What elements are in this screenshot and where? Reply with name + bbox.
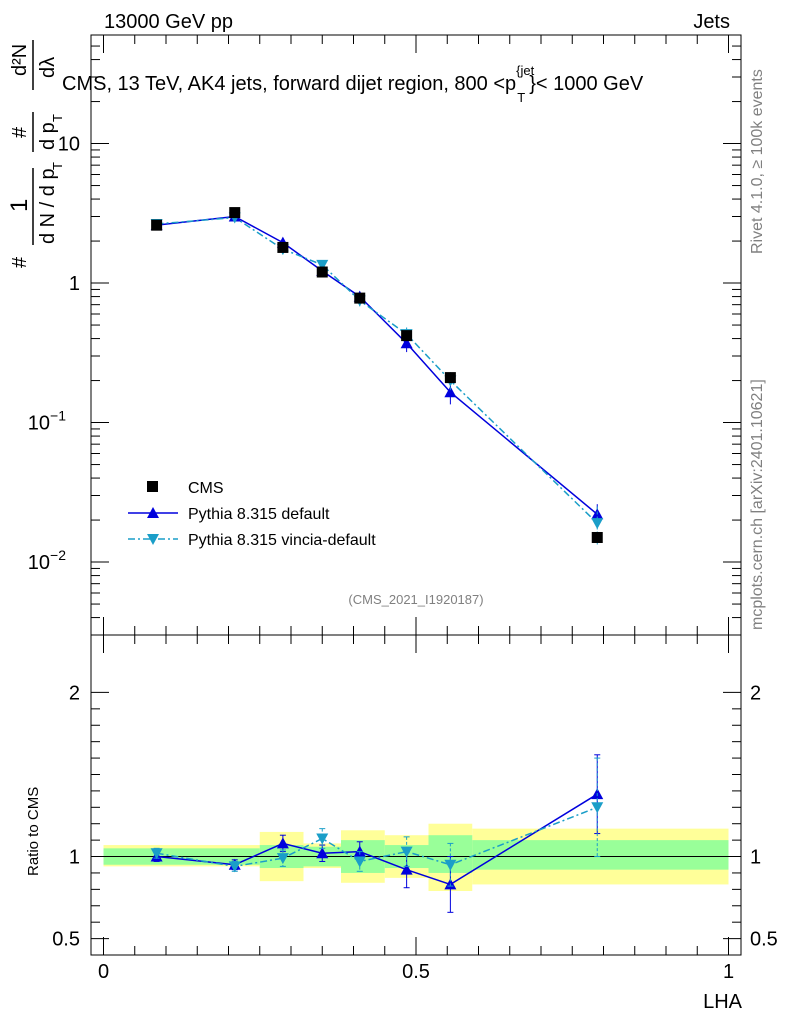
- ylabel-dlambda: dλ: [37, 57, 59, 78]
- plot-title-sub: T: [517, 90, 525, 105]
- vincia-series-line: [156, 216, 598, 524]
- cms-point: [229, 207, 241, 219]
- cms-point: [591, 531, 603, 543]
- ylabel-hash-1: #: [9, 256, 31, 268]
- x-tick-label: 0: [98, 961, 109, 983]
- ratio-y-tick-label-right: 0.5: [750, 929, 778, 951]
- ratio-vincia-point: [228, 861, 241, 873]
- cms-point: [354, 292, 366, 304]
- main-y-tick-label: 10: [58, 134, 80, 156]
- default-series-line: [156, 215, 598, 515]
- cms-point: [401, 330, 413, 342]
- ylabel-hash-2: #: [9, 126, 31, 138]
- ratio-frame: [90, 634, 742, 956]
- ratio-vincia-point: [353, 856, 366, 868]
- ylabel-sub-t-1: T: [50, 162, 65, 170]
- ratio-default-point: [400, 863, 413, 875]
- plot-title-main: CMS, 13 TeV, AK4 jets, forward dijet reg…: [62, 73, 516, 95]
- ylabel-d2n: d²N: [9, 44, 31, 76]
- ratio-panel: 2 2 1 1 0.5 0.5 0 0.5 1: [52, 634, 778, 983]
- tick-exponent: −1: [50, 408, 66, 424]
- header-energy-label: 13000 GeV pp: [104, 11, 233, 33]
- plot-title-sup: {jet: [516, 63, 534, 78]
- legend-label-cms: CMS: [188, 480, 224, 497]
- vincia-point: [316, 259, 329, 271]
- x-axis-label: LHA: [703, 991, 743, 1013]
- ratio-vincia-point: [400, 846, 413, 858]
- main-y-tick-label: 10−1: [28, 408, 66, 435]
- ratio-band-inner: [472, 840, 729, 870]
- main-panel: 10 1 10−1 10−2: [28, 34, 742, 636]
- ratio-ylabel: Ratio to CMS: [25, 787, 42, 876]
- ratio-y-tick-label-right: 1: [750, 847, 761, 869]
- ratio-vincia-point: [316, 833, 329, 845]
- ratio-vincia-point: [276, 853, 289, 865]
- x-tick-label: 0.5: [402, 961, 430, 983]
- x-tick-label: 1: [723, 961, 734, 983]
- ratio-vincia-line: [156, 806, 598, 868]
- main-y-tick-label: 1: [69, 273, 80, 295]
- analysis-id-label: (CMS_2021_I1920187): [348, 592, 483, 607]
- ratio-y-tick-label: 0.5: [52, 929, 80, 951]
- legend-label-vincia: Pythia 8.315 vincia-default: [188, 532, 376, 549]
- ratio-y-tick-label: 2: [69, 682, 80, 704]
- legend-marker-default: [147, 507, 159, 518]
- default-point: [444, 386, 457, 398]
- ratio-default-line: [156, 793, 598, 886]
- ratio-vincia-point: [591, 802, 604, 814]
- ratio-default-point: [276, 837, 289, 849]
- cms-point: [316, 266, 328, 278]
- legend-label-default: Pythia 8.315 default: [188, 506, 330, 523]
- ratio-vincia-point: [444, 859, 457, 871]
- legend-marker-vincia: [147, 534, 159, 545]
- legend-marker-cms: [147, 481, 158, 492]
- vincia-point: [591, 518, 604, 530]
- legend: CMS Pythia 8.315 default Pythia 8.315 vi…: [128, 480, 376, 549]
- cms-point: [277, 241, 289, 253]
- ylabel-one: 1: [6, 199, 33, 212]
- cms-point: [444, 372, 456, 384]
- ratio-vincia-point: [150, 848, 163, 860]
- ratio-default-point: [316, 847, 329, 859]
- default-point: [400, 337, 413, 349]
- main-ylabel: # 1 d N / d p T # d p T d²N dλ: [6, 40, 65, 268]
- cms-point: [151, 219, 163, 231]
- rivet-version-label: Rivet 4.1.0, ≥ 100k events: [749, 69, 766, 254]
- ylabel-denominator: d N / d p: [37, 168, 59, 244]
- main-y-tick-label: 10−2: [28, 547, 66, 574]
- plot-title-tail: }< 1000 GeV: [529, 73, 644, 95]
- ylabel-dpt: d p: [37, 122, 59, 150]
- ratio-y-tick-label: 1: [69, 847, 80, 869]
- header-jets-label: Jets: [693, 11, 730, 33]
- mcplots-label: mcplots.cern.ch [arXiv:2401.10621]: [749, 379, 766, 630]
- tick-exponent: −2: [50, 547, 66, 563]
- ylabel-sub-t-2: T: [50, 114, 65, 122]
- ratio-y-tick-label-right: 2: [750, 682, 761, 704]
- plot-title: CMS, 13 TeV, AK4 jets, forward dijet reg…: [62, 63, 644, 105]
